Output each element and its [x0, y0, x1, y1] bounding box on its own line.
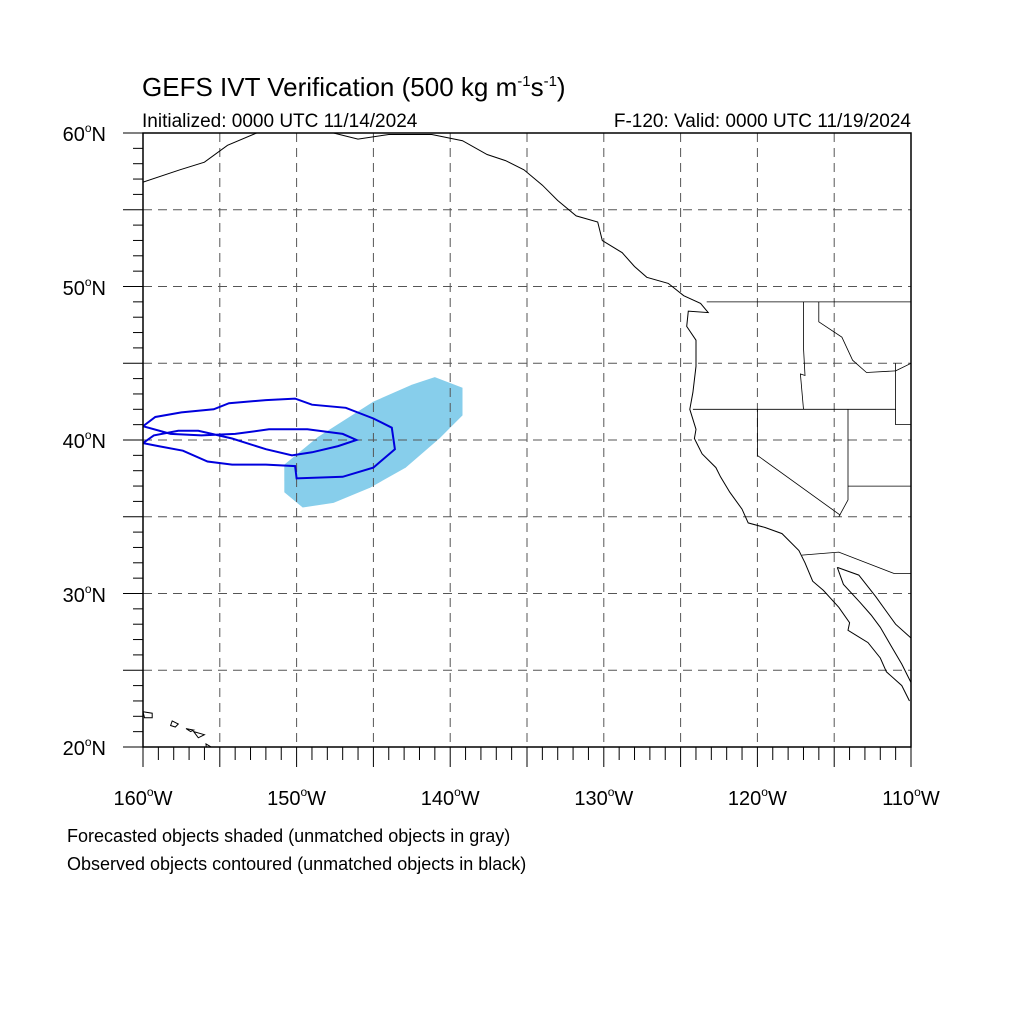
west-coastline — [333, 133, 910, 702]
lon-tick-label: 120oW — [727, 785, 787, 810]
lat-tick-label: 50oN — [62, 274, 106, 300]
political-border — [838, 409, 849, 517]
political-border — [895, 363, 911, 426]
lon-tick-label: 160oW — [113, 785, 173, 810]
lat-tick-label: 40oN — [62, 428, 106, 453]
note-observed: Observed objects contoured (unmatched ob… — [67, 854, 527, 874]
mexico-coastline — [837, 566, 911, 639]
lat-tick-label: 60oN — [62, 121, 106, 146]
title-suffix: ) — [556, 72, 566, 102]
observed-object — [143, 397, 396, 480]
title-prefix: GEFS IVT Verification (500 kg m — [142, 72, 518, 102]
political-border — [818, 301, 896, 373]
lon-tick-label: 130oW — [574, 785, 634, 810]
note-forecast: Forecasted objects shaded (unmatched obj… — [67, 826, 511, 846]
lat-tick-label: 30oN — [62, 581, 106, 607]
valid-label: F-120: Valid: 0000 UTC 11/19/2024 — [613, 111, 911, 132]
lat-tick-label: 20oN — [62, 735, 106, 760]
lon-tick-label: 140oW — [420, 785, 480, 810]
political-border — [799, 301, 806, 410]
lon-tick-label: 150oW — [267, 785, 327, 810]
title-exp1: -1 — [517, 73, 531, 90]
forecast-object — [284, 377, 463, 508]
title-exp2: -1 — [543, 73, 557, 90]
hawaii-island — [169, 720, 180, 728]
hawaii-island — [192, 730, 206, 739]
political-border — [801, 551, 911, 574]
hawaii-island — [185, 728, 196, 733]
political-border — [757, 409, 841, 516]
chart-title: GEFS IVT Verification (500 kg m-1s-1) — [142, 74, 566, 100]
political-border — [895, 362, 911, 372]
baja-east-coastline — [836, 567, 911, 683]
initialized-label: Initialized: 0000 UTC 11/14/2024 — [142, 111, 418, 132]
lon-tick-label: 110oW — [882, 785, 940, 810]
alaska-coastline — [143, 133, 257, 183]
title-mid: s — [530, 72, 544, 102]
hawaii-island — [143, 711, 153, 719]
